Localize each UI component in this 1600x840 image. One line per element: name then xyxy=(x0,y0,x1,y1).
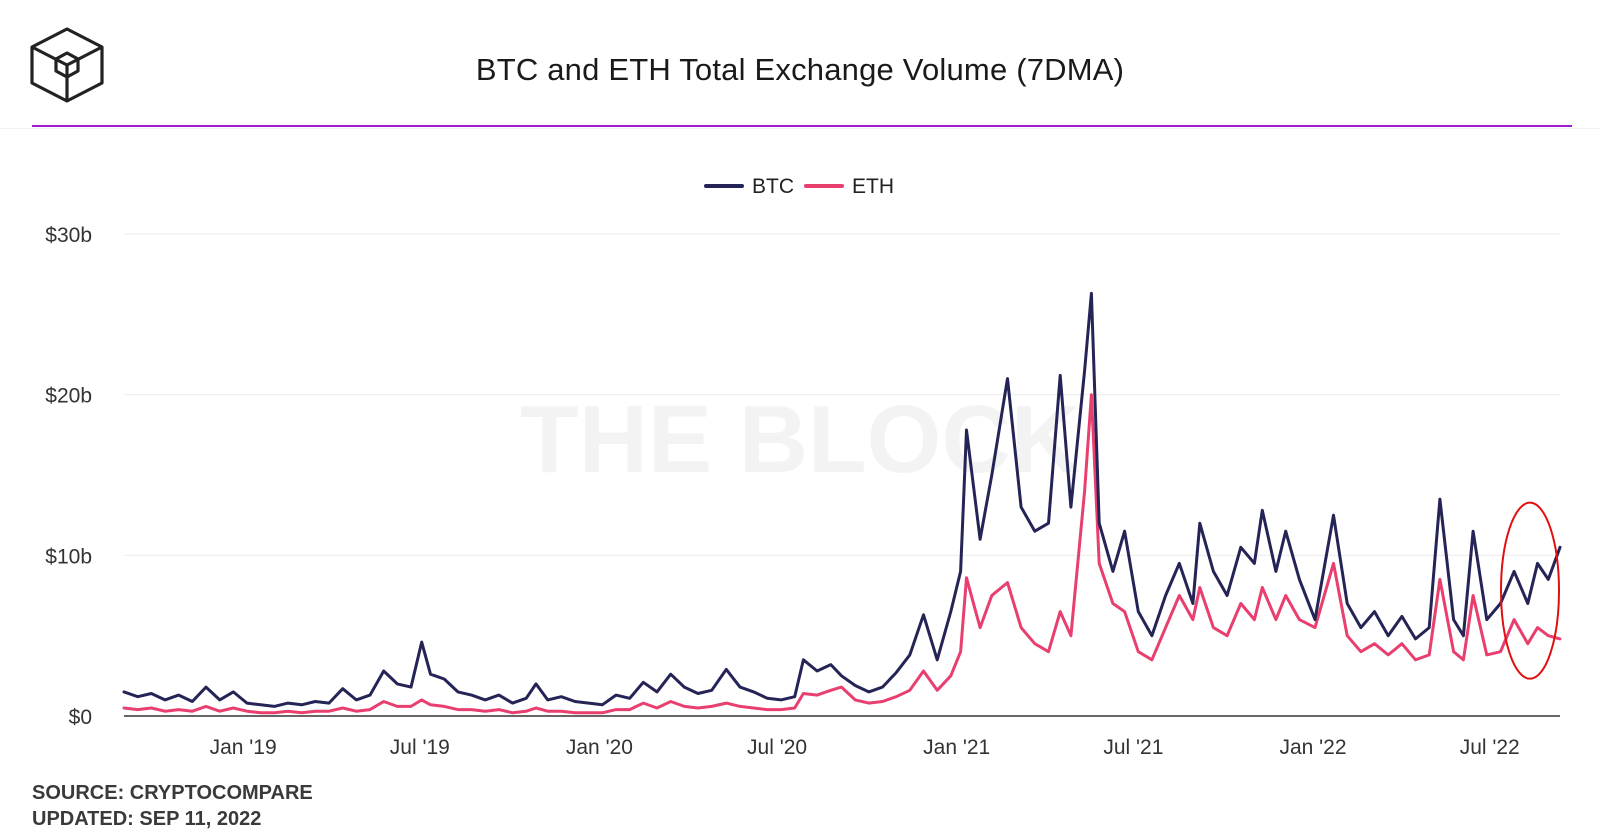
x-tick-label: Jul '21 xyxy=(1103,736,1163,759)
annotation-ellipse xyxy=(1500,501,1560,680)
header-divider xyxy=(32,125,1572,127)
updated-text: UPDATED: SEP 11, 2022 xyxy=(32,808,262,830)
x-tick-label: Jan '22 xyxy=(1279,736,1346,759)
series-line-eth xyxy=(122,393,1562,715)
x-tick-label: Jan '19 xyxy=(210,736,277,759)
x-tick-label: Jul '19 xyxy=(390,736,450,759)
x-tick-label: Jan '21 xyxy=(923,736,990,759)
x-tick-label: Jul '22 xyxy=(1460,736,1520,759)
chart-title: BTC and ETH Total Exchange Volume (7DMA) xyxy=(475,52,1125,87)
legend-label-eth: ETH xyxy=(852,175,894,198)
source-text: SOURCE: CRYPTOCOMPARE xyxy=(32,782,313,804)
y-tick-label: $10b xyxy=(45,545,92,568)
y-tick-label: $20b xyxy=(45,385,92,408)
legend-label-btc: BTC xyxy=(752,175,794,198)
watermark-text: THE BLOCK xyxy=(520,386,1080,493)
x-tick-label: Jul '20 xyxy=(747,736,807,759)
the-block-logo-icon xyxy=(30,27,104,103)
y-tick-label: $30b xyxy=(45,224,92,247)
x-tick-label: Jan '20 xyxy=(566,736,633,759)
y-tick-label: $0 xyxy=(69,706,92,729)
footer: SOURCE: CRYPTOCOMPARE UPDATED: SEP 11, 2… xyxy=(32,780,313,832)
header-shadow-line xyxy=(0,128,1600,129)
series-line-btc xyxy=(122,291,1562,708)
